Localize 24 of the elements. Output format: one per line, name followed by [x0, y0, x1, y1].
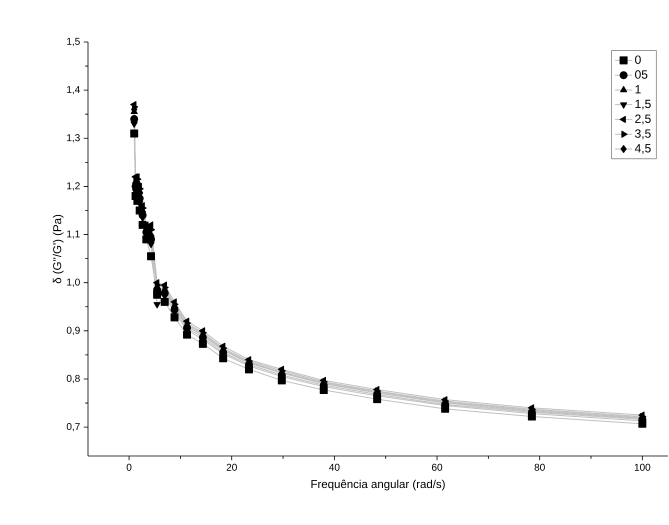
x-tick-label: 0 — [126, 464, 132, 471]
legend-label: 1,5 — [636, 100, 651, 110]
x-axis-title: Frequência angular (rad/s) — [311, 480, 445, 490]
y-tick-label: 0,8 — [66, 374, 80, 384]
y-tick-label: 0,9 — [66, 326, 80, 335]
y-tick-label: 1,3 — [67, 134, 80, 142]
legend-label: 1 — [636, 85, 641, 94]
x-tick-label: 40 — [329, 464, 340, 471]
legend-label: 4,5 — [634, 144, 651, 154]
x-tick-label: 100 — [634, 464, 650, 471]
y-tick-label: 1,1 — [67, 230, 80, 239]
y-tick-label: 1,5 — [67, 38, 80, 46]
y-tick-label: 1,4 — [67, 86, 80, 94]
y-tick-label: 1,2 — [67, 182, 80, 191]
y-tick-label: 1,0 — [67, 278, 80, 287]
x-tick-label: 80 — [534, 464, 545, 471]
legend-label: 3,5 — [635, 129, 651, 140]
y-axis-title: δ (G''/G') (Pa) — [52, 214, 64, 284]
legend-label: 05 — [635, 70, 648, 79]
legend-label: 2,5 — [635, 114, 651, 124]
x-tick-label: 60 — [432, 464, 442, 471]
y-tick-label: 0,7 — [66, 423, 80, 432]
x-tick-label: 20 — [226, 464, 237, 471]
legend-label: 0 — [635, 55, 641, 64]
